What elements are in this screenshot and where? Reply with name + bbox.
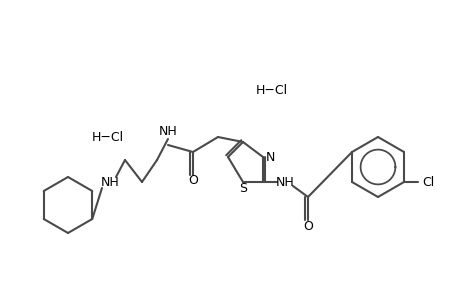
Text: H−Cl: H−Cl xyxy=(92,130,124,143)
Text: S: S xyxy=(239,182,246,196)
Text: Cl: Cl xyxy=(421,176,433,188)
Text: H−Cl: H−Cl xyxy=(255,83,287,97)
Text: O: O xyxy=(302,220,312,232)
Text: NH: NH xyxy=(101,176,119,188)
Text: N: N xyxy=(265,151,274,164)
Text: O: O xyxy=(188,175,197,188)
Text: NH: NH xyxy=(275,176,294,188)
Text: NH: NH xyxy=(158,124,177,137)
